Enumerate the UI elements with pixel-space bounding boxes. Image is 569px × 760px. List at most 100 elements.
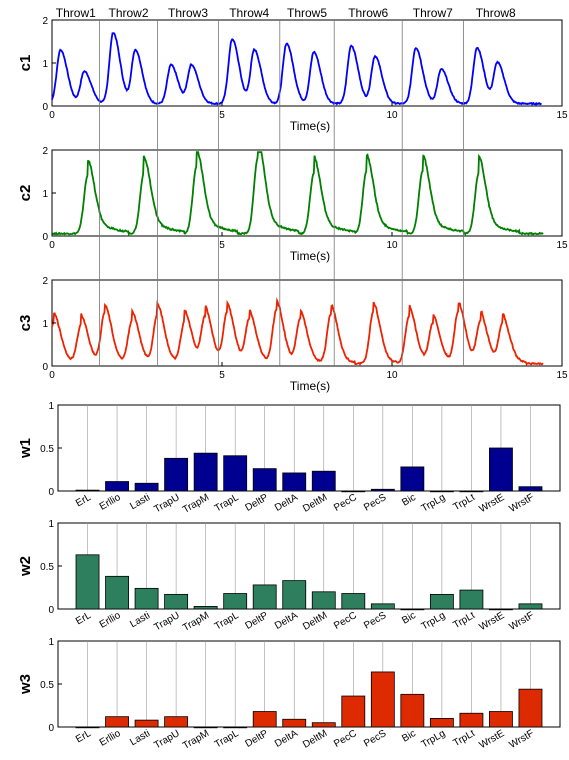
- bar-Erllio: [105, 575, 129, 610]
- plot-area: [57, 640, 561, 728]
- series-c2: [51, 151, 544, 237]
- throw-label: Throw1: [56, 6, 96, 20]
- bar-TrapL: [223, 455, 248, 492]
- series-c1: [51, 32, 542, 106]
- line-chart-c1: 0 5 10 15 0 1 2 Time(s) c1: [17, 16, 568, 133]
- x-tick-label: 10: [386, 240, 398, 251]
- y-tick-label: 0: [48, 487, 54, 498]
- bar-DeltM: [311, 722, 336, 728]
- bar-TrpLg: [429, 718, 454, 728]
- x-axis-label: Time(s): [290, 249, 330, 263]
- bar-WrstF: [518, 486, 543, 492]
- category-label: TrapU: [152, 728, 181, 751]
- category-label: Erllio: [98, 728, 123, 749]
- category-label: DeltA: [273, 610, 300, 632]
- bar-ErL: [75, 726, 100, 729]
- y-tick-label: 0: [48, 605, 54, 616]
- y-tick-label: 1: [48, 519, 54, 530]
- bar-ErL: [75, 489, 100, 492]
- bar-PecC: [341, 490, 366, 493]
- y-tick-label: 0.5: [40, 562, 54, 573]
- bar-ErL: [75, 554, 100, 610]
- bar-TrapL: [223, 726, 248, 729]
- bar-WrstF: [518, 688, 543, 728]
- bar-PecS: [370, 488, 395, 492]
- bar-DeltP: [252, 468, 277, 492]
- bar-DeltM: [311, 470, 336, 492]
- bar-Lasti: [134, 587, 159, 610]
- category-label: TrapL: [213, 728, 241, 751]
- y-tick-label: 0: [42, 362, 48, 373]
- category-label: PecC: [332, 728, 359, 750]
- category-label: TrapM: [181, 610, 211, 634]
- category-label: DeltP: [244, 610, 271, 632]
- category-label: Erllio: [98, 610, 123, 631]
- bar-DeltA: [282, 718, 307, 728]
- category-label: PecC: [332, 610, 359, 632]
- x-tick-label: 10: [386, 370, 398, 381]
- y-tick-label: 1: [42, 319, 48, 330]
- x-tick-label: 0: [49, 240, 55, 251]
- y-tick-label: 1: [48, 401, 54, 412]
- bar-TrpLg: [429, 490, 454, 493]
- category-label: DeltA: [273, 728, 300, 750]
- y-axis-label: c1: [17, 55, 34, 72]
- bar-TrpLt: [459, 589, 484, 610]
- bar-PecS: [370, 671, 395, 728]
- bar-DeltA: [282, 472, 307, 492]
- bar-Erllio: [105, 481, 129, 492]
- bar-chart-w2: ErL Erllio Lasti TrapU TrapM TrapL DeltP DeltA D…: [17, 519, 561, 634]
- bar-TrapL: [223, 593, 248, 610]
- category-label: DeltA: [273, 492, 300, 514]
- plot-area: [57, 522, 561, 610]
- category-label: TrpLt: [452, 728, 478, 749]
- plot-area: [57, 404, 561, 492]
- bar-DeltM: [311, 591, 336, 610]
- category-label: TrapM: [181, 492, 211, 516]
- bar-Lasti: [134, 719, 159, 728]
- bar-chart-w1: ErL Erllio Lasti TrapU TrapM TrapL DeltP DeltA D…: [17, 401, 561, 516]
- y-axis-label: w3: [17, 674, 34, 695]
- throw-label: Throw6: [348, 6, 388, 20]
- category-label: TrapL: [213, 492, 241, 515]
- category-label: TrpLt: [452, 492, 478, 513]
- x-tick-label: 15: [556, 240, 568, 251]
- y-tick-label: 2: [42, 276, 48, 287]
- category-label: DeltP: [244, 728, 271, 750]
- x-axis-label: Time(s): [290, 379, 330, 393]
- category-label: Bic: [400, 610, 418, 626]
- category-label: WrstE: [478, 728, 507, 751]
- plot-area: [51, 279, 563, 367]
- bar-DeltA: [282, 580, 307, 610]
- bar-Bic: [400, 693, 425, 728]
- x-tick-label: 5: [219, 240, 225, 251]
- bar-TrpLt: [459, 490, 484, 493]
- y-axis-label: w1: [17, 438, 34, 459]
- category-label: TrapL: [213, 610, 241, 633]
- bar-PecS: [370, 603, 395, 610]
- category-label: TrapU: [152, 492, 181, 515]
- category-label: PecS: [362, 728, 388, 750]
- throw-label: Throw2: [108, 6, 148, 20]
- category-label: PecS: [362, 492, 388, 514]
- bar-WrstE: [489, 608, 513, 611]
- y-tick-label: 1: [48, 637, 54, 648]
- bar-TrapM: [193, 606, 218, 610]
- throw-label: Throw7: [413, 6, 453, 20]
- bar-Bic: [400, 608, 425, 611]
- category-label: TrpLg: [420, 492, 448, 514]
- x-axis-label: Time(s): [290, 119, 330, 133]
- category-label: PecC: [332, 492, 359, 514]
- y-tick-label: 2: [42, 146, 48, 157]
- x-tick-label: 0: [49, 110, 55, 121]
- bar-TrapU: [164, 457, 189, 492]
- category-label: WrstE: [478, 610, 507, 633]
- bar-Erllio: [105, 716, 129, 728]
- category-label: Bic: [400, 492, 418, 508]
- bar-TrapU: [164, 593, 189, 610]
- category-label: ErL: [74, 492, 93, 510]
- bar-PecC: [341, 695, 366, 728]
- bar-WrstF: [518, 603, 543, 610]
- category-label: TrpLg: [420, 728, 448, 750]
- bar-Lasti: [134, 482, 159, 492]
